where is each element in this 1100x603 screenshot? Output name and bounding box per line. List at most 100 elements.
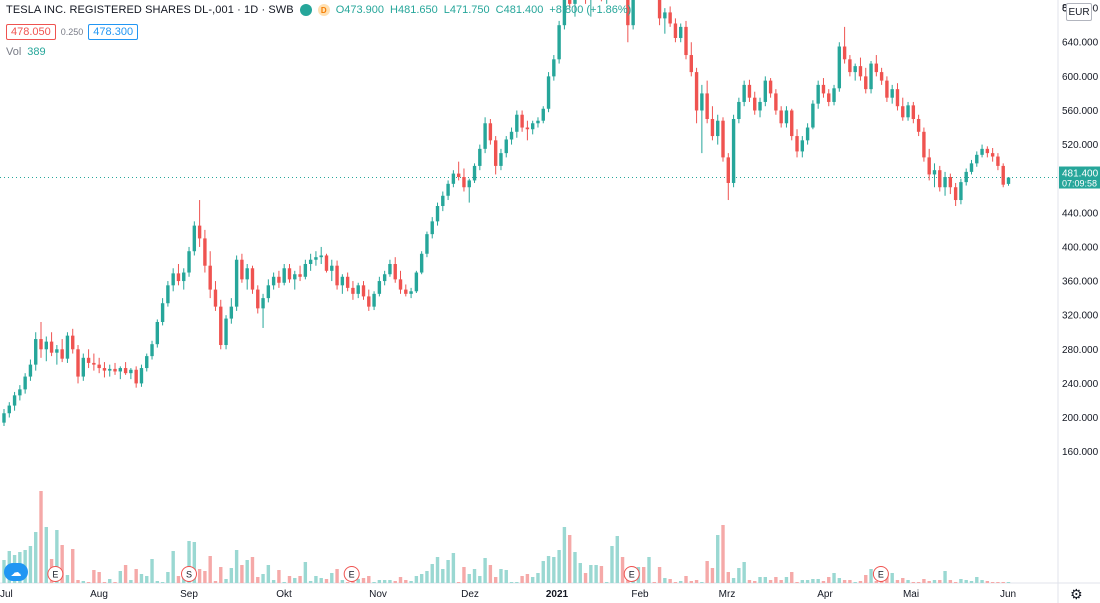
- candle-body: [293, 274, 297, 280]
- earnings-marker-icon: [872, 566, 889, 582]
- candle-body: [113, 368, 117, 372]
- volume-bar: [139, 574, 144, 583]
- candle-body: [996, 156, 1000, 166]
- tradingview-logo-icon[interactable]: ☁: [4, 563, 28, 581]
- candle-body: [208, 265, 212, 290]
- candle-body: [705, 93, 709, 120]
- earnings-marker-icon: [343, 566, 360, 582]
- candle-body: [684, 26, 688, 56]
- candle-body: [774, 93, 778, 111]
- time-axis-tick: Jul: [0, 589, 13, 600]
- time-axis-tick: Mai: [903, 589, 919, 600]
- candle-body: [324, 255, 329, 271]
- volume-bar: [314, 576, 318, 583]
- volume-bar: [573, 552, 577, 583]
- candle-body: [303, 263, 308, 277]
- volume-bar: [742, 562, 746, 583]
- candle-body: [557, 25, 561, 60]
- candle-body: [12, 395, 17, 406]
- volume-bar: [842, 580, 847, 583]
- candle-body: [980, 148, 984, 155]
- candle-body: [129, 369, 133, 374]
- volume-bar: [927, 581, 931, 583]
- volume-bar: [541, 561, 545, 583]
- axis-top-partial-tick: 8: [1062, 3, 1068, 14]
- price-axis-tick: 200.000: [1062, 413, 1099, 424]
- volume-bar: [509, 582, 514, 583]
- volume-bar: [34, 532, 38, 583]
- price-axis[interactable]: 160.000 200.000 240.000 280.000 320.000 360.0…: [1062, 0, 1099, 459]
- candle-body: [530, 123, 535, 130]
- volume-bar: [219, 567, 223, 583]
- candle-body: [753, 97, 757, 111]
- candle-body: [65, 335, 70, 359]
- candle-body: [97, 364, 101, 369]
- volume-bar: [293, 578, 297, 583]
- volume-bar: [271, 580, 276, 583]
- candle-body: [171, 273, 175, 286]
- candle-body: [975, 154, 979, 164]
- delayed-data-badge[interactable]: D: [317, 4, 330, 16]
- volume-bar: [372, 582, 376, 583]
- currency-button[interactable]: EUR: [1066, 3, 1092, 21]
- candle-body: [187, 251, 191, 273]
- volume-bar: [684, 576, 688, 583]
- candle-body: [626, 0, 630, 26]
- volume-bar: [985, 581, 990, 583]
- candle-body: [425, 234, 429, 254]
- volume-bar: [689, 581, 693, 583]
- volume-bar: [145, 576, 149, 583]
- candle-body: [546, 76, 551, 109]
- ohlc-low: L471.750: [443, 4, 490, 16]
- volume-legend[interactable]: Vol 389: [6, 46, 46, 58]
- volume-bar: [705, 561, 709, 583]
- volume-bar: [864, 575, 868, 583]
- candle-body: [28, 364, 33, 377]
- volume-bar: [520, 576, 524, 583]
- candle-body: [657, 0, 662, 19]
- candle-body: [864, 76, 868, 90]
- time-axis-tick: Feb: [631, 589, 649, 600]
- volume-bar: [774, 577, 778, 583]
- candle-body: [488, 123, 493, 141]
- candle-body: [938, 170, 942, 188]
- candle-body: [747, 84, 752, 98]
- candle-body: [44, 341, 48, 350]
- volume-bar: [97, 572, 101, 583]
- volume-bar: [901, 578, 905, 583]
- volume-bar: [959, 579, 963, 583]
- candle-body: [182, 272, 186, 282]
- candle-body: [7, 405, 11, 414]
- candle-body: [848, 59, 852, 73]
- candle-body: [108, 368, 112, 371]
- candle-body: [874, 63, 879, 73]
- candle-body: [567, 0, 572, 4]
- gear-icon[interactable]: ⚙: [1070, 586, 1083, 602]
- volume-bar: [187, 541, 191, 583]
- trade-panel: 478.050 0.250 478.300: [6, 24, 139, 40]
- sell-price-button[interactable]: 478.050: [6, 24, 56, 40]
- candle-body: [404, 289, 408, 294]
- candle-body: [409, 291, 413, 294]
- volume-bar: [848, 580, 852, 583]
- candle-body: [60, 349, 64, 359]
- time-axis-tick: Sep: [180, 589, 198, 600]
- volume-bar: [55, 530, 59, 583]
- volume-bar: [589, 565, 593, 583]
- marker-label: E: [52, 570, 58, 580]
- price-axis-tick: 320.000: [1062, 311, 1099, 322]
- candle-body: [985, 148, 990, 154]
- volume-bar: [673, 582, 678, 583]
- candle-body: [943, 177, 947, 188]
- volume-bar: [60, 545, 64, 583]
- symbol-title[interactable]: TESLA INC. REGISTERED SHARES DL-,001 · 1…: [6, 4, 294, 16]
- last-price-label: 481.400 07:09:58: [1059, 166, 1100, 189]
- time-axis[interactable]: Jul Aug Sep Okt Nov Dez 2021 Feb Mrz Apr Mai Jun: [0, 589, 1016, 600]
- buy-price-button[interactable]: 478.300: [88, 24, 139, 40]
- volume-bar: [65, 575, 70, 583]
- candle-body: [356, 285, 360, 294]
- volume-bar: [129, 580, 133, 583]
- volume-bar: [28, 546, 33, 583]
- candle-body: [34, 339, 38, 365]
